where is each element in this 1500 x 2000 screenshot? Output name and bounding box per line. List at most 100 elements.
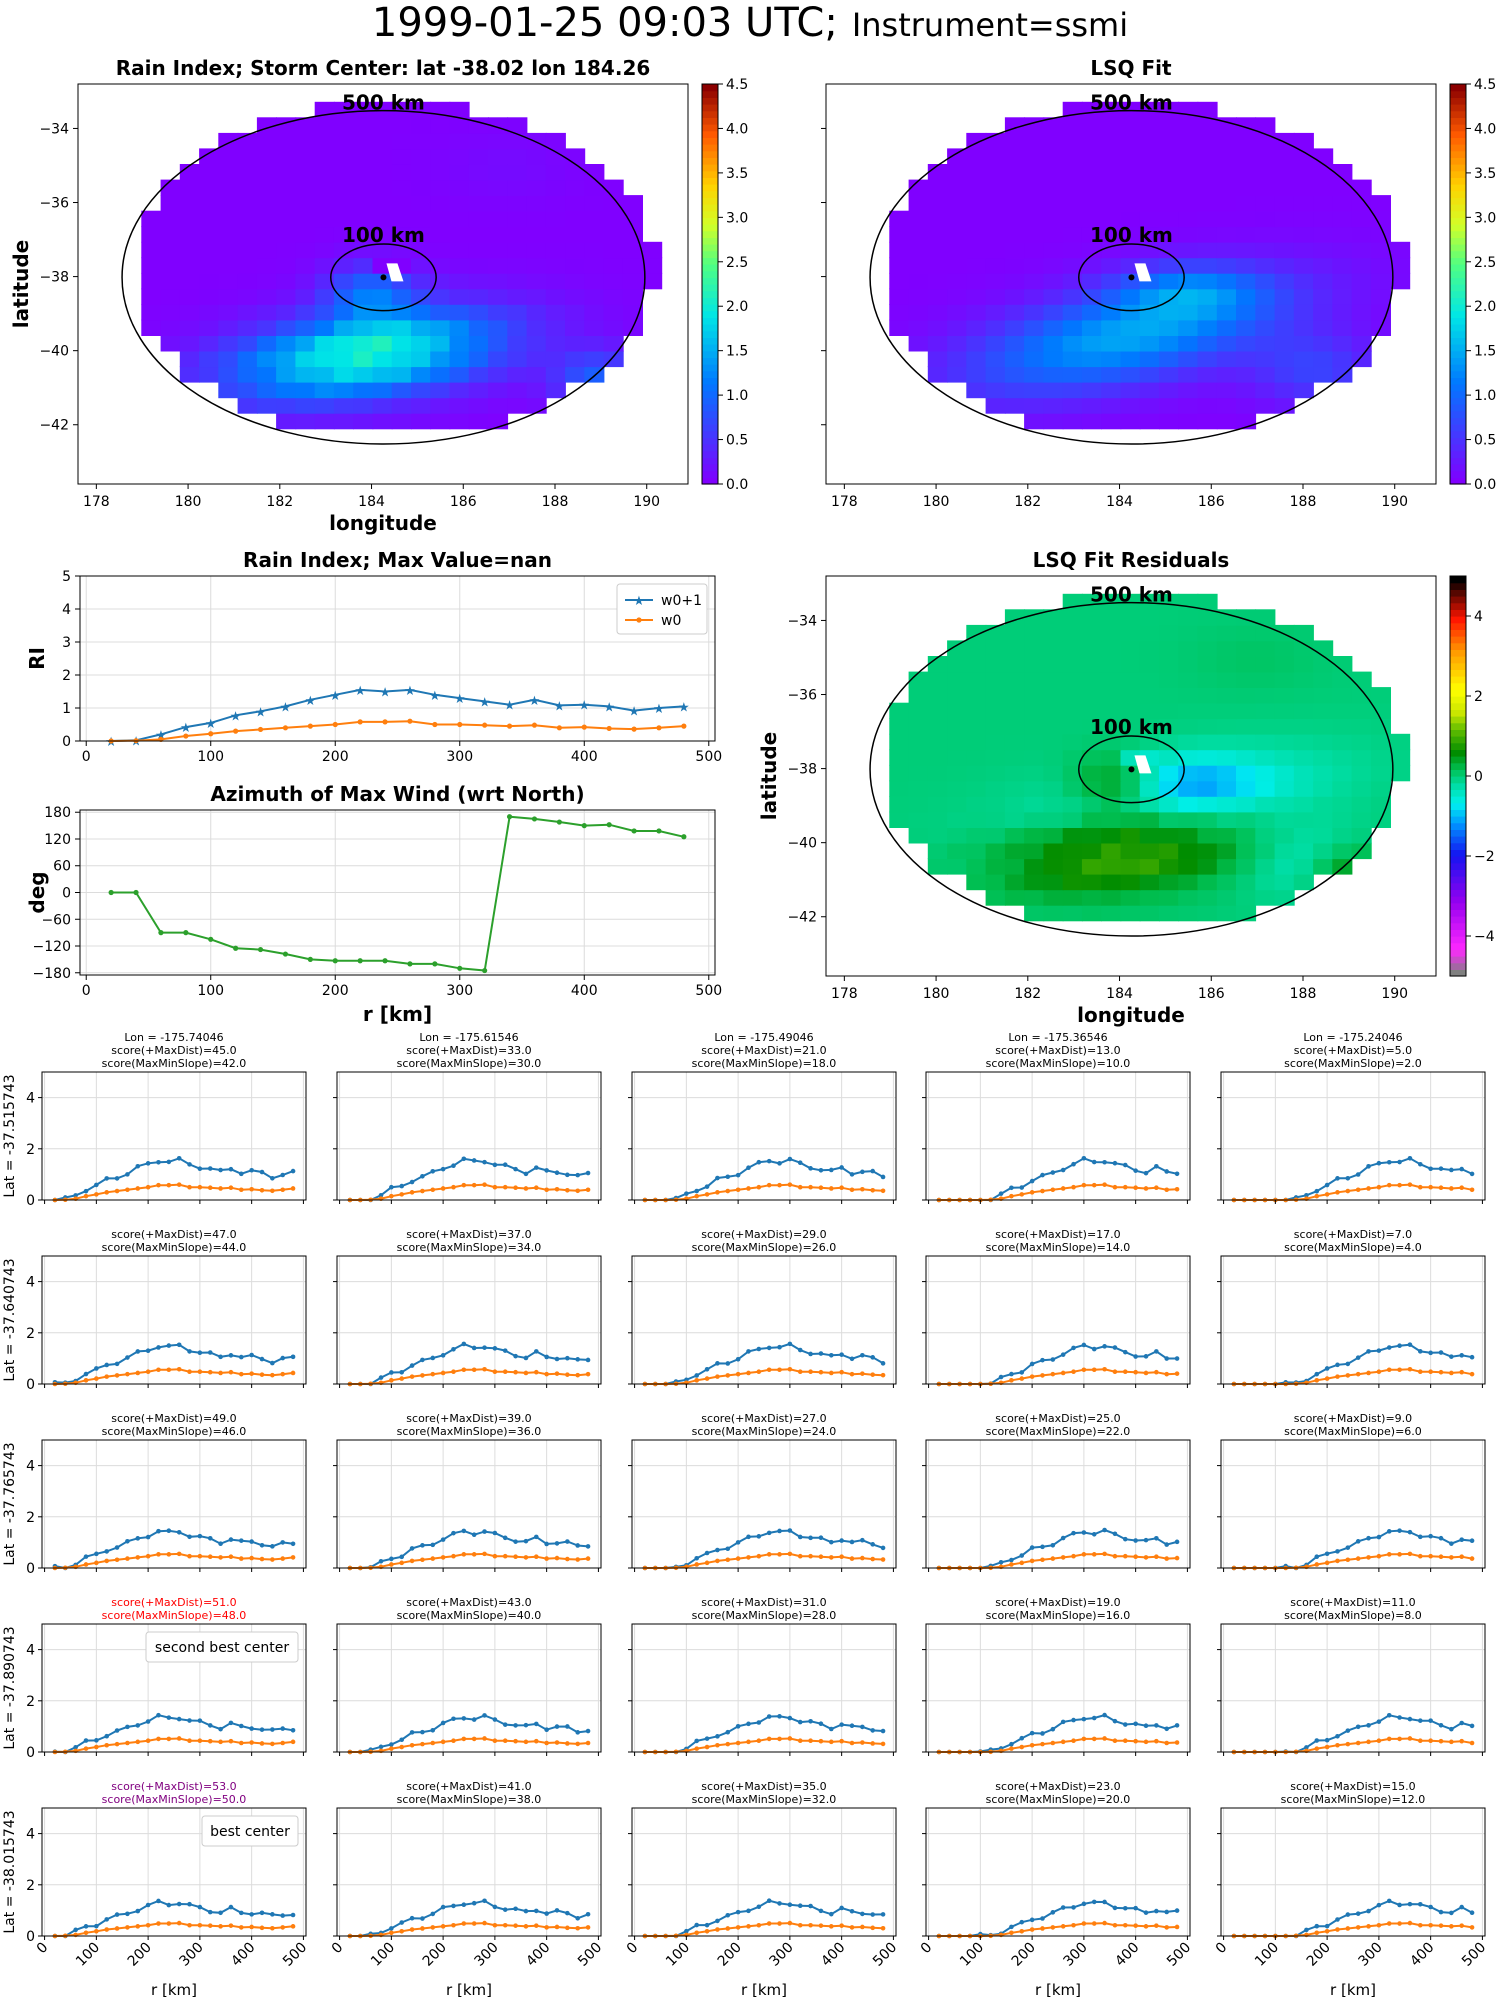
map-cell: [468, 412, 489, 430]
map-cell: [1120, 241, 1141, 259]
map-cell: [966, 350, 987, 368]
data-point: [1459, 1166, 1465, 1172]
map-cell: [927, 858, 948, 875]
data-point: [259, 1356, 265, 1362]
plot-frame: [631, 1623, 897, 1753]
plot-frame: [631, 1439, 897, 1569]
map-cell: [565, 179, 586, 196]
map-cell: [1293, 687, 1314, 704]
data-point: [1407, 1366, 1413, 1372]
colorbar-step: [1450, 284, 1466, 292]
map-cell: [1274, 148, 1295, 165]
map-cell: [1159, 257, 1180, 274]
map-cell: [218, 304, 239, 321]
data-point: [1029, 1361, 1035, 1367]
data-point: [1081, 1530, 1087, 1535]
map-cell: [1159, 718, 1180, 735]
map-cell: [1351, 210, 1372, 228]
data-point: [238, 1187, 244, 1193]
data-point: [533, 1534, 539, 1540]
map-cell: [372, 381, 393, 399]
map-cell: [966, 811, 987, 828]
data-point: [1143, 1723, 1149, 1728]
data-point: [544, 1911, 549, 1916]
data-point: [828, 1555, 834, 1560]
map-cell: [1255, 397, 1276, 414]
map-cell: [372, 288, 393, 305]
x-tick-label: 0: [82, 983, 91, 999]
map-cell: [1236, 335, 1257, 352]
data-point: [259, 1543, 265, 1548]
data-point: [280, 1540, 286, 1545]
map-cell: [430, 117, 451, 134]
colorbar-step: [1450, 277, 1466, 285]
data-point: [860, 1555, 865, 1561]
colorbar-step: [1450, 370, 1466, 378]
data-point: [1324, 1744, 1330, 1750]
map-cell: [1139, 132, 1160, 150]
map-cell: [565, 366, 586, 383]
plot-area: [1221, 1624, 1485, 1752]
map-cell: [1062, 319, 1083, 336]
data-point: [1397, 1715, 1402, 1720]
data-point: [135, 1555, 141, 1560]
score-maxdist: score(+MaxDist)=27.0: [701, 1412, 826, 1425]
map-cell: [603, 195, 624, 212]
map-cell: [1159, 671, 1180, 688]
map-cell: [1351, 718, 1372, 735]
data-point: [808, 1351, 813, 1357]
colorbar-step: [1450, 144, 1466, 152]
map-cell: [1101, 179, 1122, 196]
data-point: [1040, 1741, 1045, 1747]
data-point: [860, 1911, 865, 1917]
map-cell: [889, 257, 910, 274]
map-cell: [642, 257, 663, 274]
data-point: [104, 1190, 110, 1195]
map-cell: [1178, 272, 1199, 290]
map-cell: [1120, 257, 1141, 274]
map-cell: [1293, 210, 1314, 228]
map-cell: [1390, 257, 1411, 274]
map-cell: [1236, 749, 1257, 766]
data-point: [1102, 1344, 1107, 1349]
map-cell: [1024, 858, 1045, 875]
map-cell: [908, 718, 929, 735]
data-point: [1417, 1738, 1423, 1744]
map-cell: [1139, 687, 1160, 704]
map-cell: [1101, 257, 1122, 274]
map-cell: [1313, 272, 1334, 290]
map-cell: [1293, 842, 1314, 860]
data-point: [694, 1193, 700, 1199]
data-point: [1009, 1557, 1014, 1563]
map-cell: [1043, 873, 1064, 891]
map-cell: [1120, 718, 1141, 735]
colorbar-step: [702, 130, 718, 138]
data-point: [1133, 1538, 1138, 1543]
data-point: [471, 1921, 477, 1926]
data-point: [290, 1168, 296, 1174]
map-cell: [1178, 733, 1199, 751]
data-point: [440, 1186, 446, 1191]
map-cell: [966, 873, 987, 891]
map-cell: [449, 272, 470, 290]
data-point: [756, 1369, 762, 1375]
map-cell: [1004, 195, 1025, 212]
map-cell: [1081, 640, 1102, 657]
map-cell: [927, 718, 948, 735]
plot-frame: [631, 1255, 897, 1385]
data-point: [1164, 1556, 1170, 1561]
map-cell: [333, 304, 354, 321]
map-cell: [927, 226, 948, 243]
map-cell: [603, 179, 624, 196]
map-cell: [199, 179, 220, 196]
map-cell: [1274, 132, 1295, 150]
map-cell: [1313, 780, 1334, 797]
colorbar-step: [1450, 230, 1466, 238]
map-cell: [507, 381, 528, 399]
data-point: [135, 1536, 141, 1541]
label-100km: 100 km: [1090, 715, 1173, 739]
data-point: [1438, 1554, 1444, 1559]
map-cell: [314, 319, 335, 336]
map-cell: [411, 350, 432, 368]
